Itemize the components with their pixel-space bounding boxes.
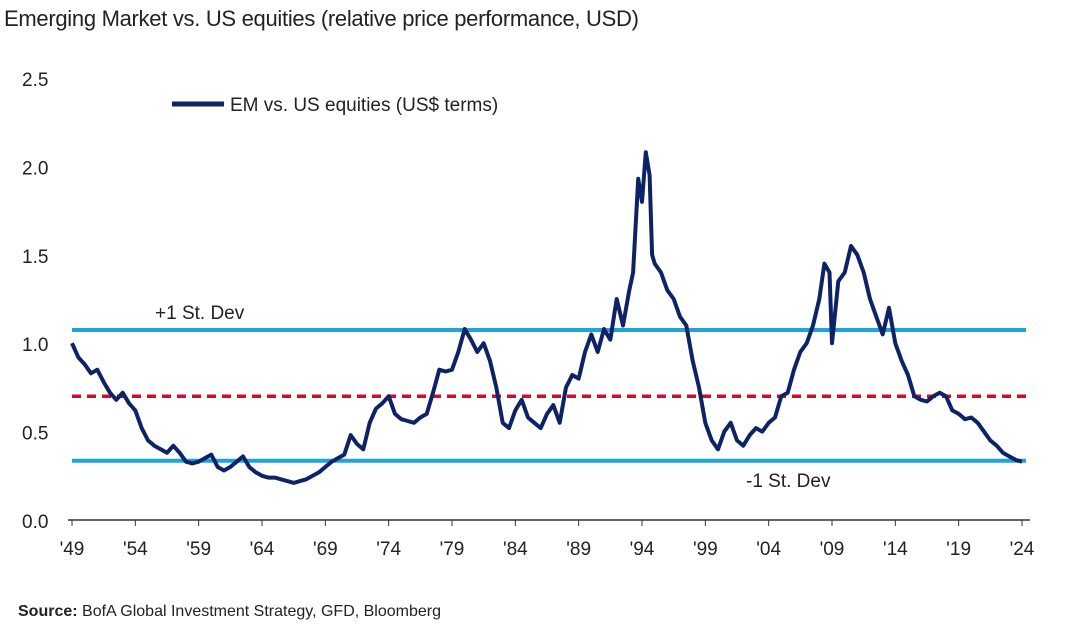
x-tick-label: '64 xyxy=(250,539,275,560)
x-tick-label: '84 xyxy=(503,539,528,560)
y-tick-label: 2.5 xyxy=(22,70,48,91)
x-tick-label: '74 xyxy=(376,539,401,560)
x-tick-label: '49 xyxy=(60,539,85,560)
minus-1-stdev-label: -1 St. Dev xyxy=(746,471,831,492)
source-text: BofA Global Investment Strategy, GFD, Bl… xyxy=(82,603,442,620)
x-tick-label: '19 xyxy=(946,539,971,560)
source-note: Source: BofA Global Investment Strategy,… xyxy=(18,603,441,621)
y-tick-label: 0.5 xyxy=(22,424,48,445)
source-label: Source: xyxy=(18,603,78,620)
x-tick-label: '24 xyxy=(1010,539,1035,560)
x-tick-label: '99 xyxy=(693,539,718,560)
x-tick-label: '54 xyxy=(123,539,148,560)
x-tick-label: '59 xyxy=(186,539,211,560)
x-tick-label: '09 xyxy=(820,539,845,560)
y-tick-label: 2.0 xyxy=(22,158,48,179)
x-tick-label: '79 xyxy=(440,539,465,560)
series-line-em-vs-us xyxy=(70,150,1023,485)
x-tick-label: '14 xyxy=(883,539,908,560)
y-tick-label: 1.0 xyxy=(22,335,48,356)
x-tick-label: '89 xyxy=(566,539,591,560)
x-tick-label: '04 xyxy=(756,539,781,560)
y-tick-label: 0.0 xyxy=(22,512,48,533)
x-tick-label: '69 xyxy=(313,539,338,560)
legend-label: EM vs. US equities (US$ terms) xyxy=(230,95,498,116)
x-tick-label: '94 xyxy=(630,539,655,560)
y-tick-label: 1.5 xyxy=(22,247,48,268)
chart-title: Emerging Market vs. US equities (relativ… xyxy=(4,6,639,31)
plus-1-stdev-label: +1 St. Dev xyxy=(155,303,245,324)
